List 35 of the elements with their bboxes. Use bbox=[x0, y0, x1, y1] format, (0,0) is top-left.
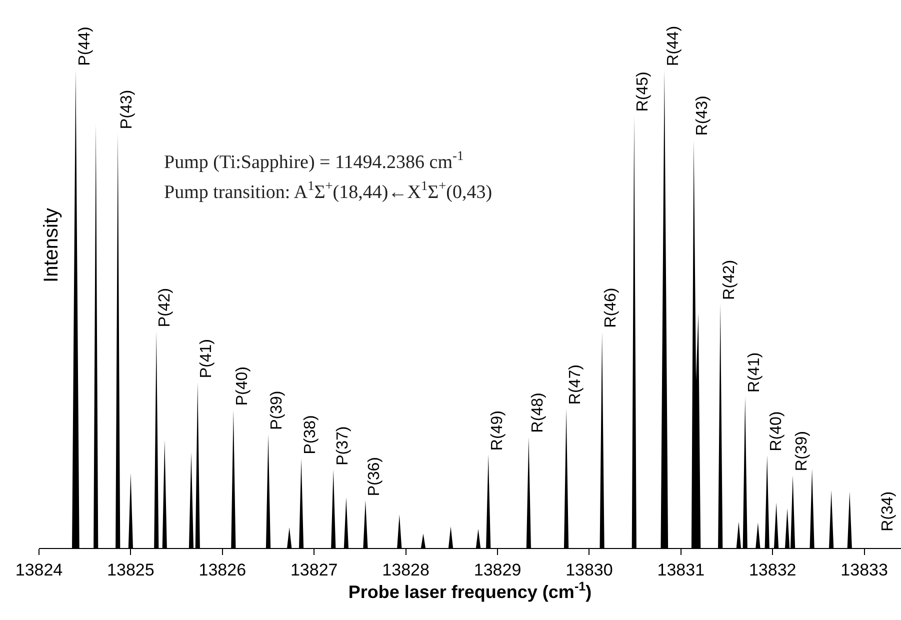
annotation: P(40) bbox=[234, 366, 252, 406]
annotation: R(39) bbox=[794, 431, 811, 472]
y-axis-title: Intensity bbox=[40, 208, 63, 282]
x-tick-label: 13830 bbox=[566, 560, 613, 580]
annotation: R(49) bbox=[489, 410, 506, 451]
x-tick-label: 13828 bbox=[382, 560, 430, 580]
annotation: P(41) bbox=[198, 338, 216, 378]
annotation: P(44) bbox=[76, 26, 94, 66]
annotation: R(41) bbox=[746, 352, 763, 392]
x-tick-label: 13826 bbox=[198, 560, 246, 580]
annotation: P(43) bbox=[118, 90, 136, 130]
annotation: R(48) bbox=[530, 392, 547, 433]
x-tick-label: 13825 bbox=[107, 560, 154, 580]
annotation: R(40) bbox=[768, 411, 785, 452]
text: Pump transition: A$^{1}$Σ$^{+}$(18,44)←X$^{1}$Σ$^{+}$(0,43) bbox=[164, 178, 492, 203]
annotation: R(44) bbox=[664, 26, 682, 66]
annotation: P(42) bbox=[156, 288, 174, 328]
annotation: P(38) bbox=[302, 415, 320, 454]
annotation: R(45) bbox=[634, 72, 652, 112]
annotation: R(43) bbox=[694, 96, 711, 136]
annotation: R(34) bbox=[880, 491, 897, 532]
annotation: R(42) bbox=[720, 260, 738, 300]
x-tick-label: 13833 bbox=[840, 560, 888, 580]
annotation: R(46) bbox=[602, 288, 620, 328]
annotation: Pump (Ti:Sapphire) = 11494.2386 cm$^{-1}$ bbox=[164, 148, 464, 173]
annotation: P(39) bbox=[268, 390, 286, 430]
annotation: P(37) bbox=[334, 426, 352, 466]
x-tick-label: 13832 bbox=[748, 560, 796, 580]
annotation: R(47) bbox=[566, 364, 584, 405]
x-tick-label: 13827 bbox=[290, 560, 338, 580]
x-tick-label: 13831 bbox=[657, 560, 705, 580]
x-tick-label: 13829 bbox=[474, 560, 522, 580]
x-tick-label: 13824 bbox=[15, 560, 63, 580]
x-axis-title: Probe laser frequency (cm$^{-1}$) bbox=[348, 579, 592, 602]
annotation: P(36) bbox=[366, 456, 383, 496]
